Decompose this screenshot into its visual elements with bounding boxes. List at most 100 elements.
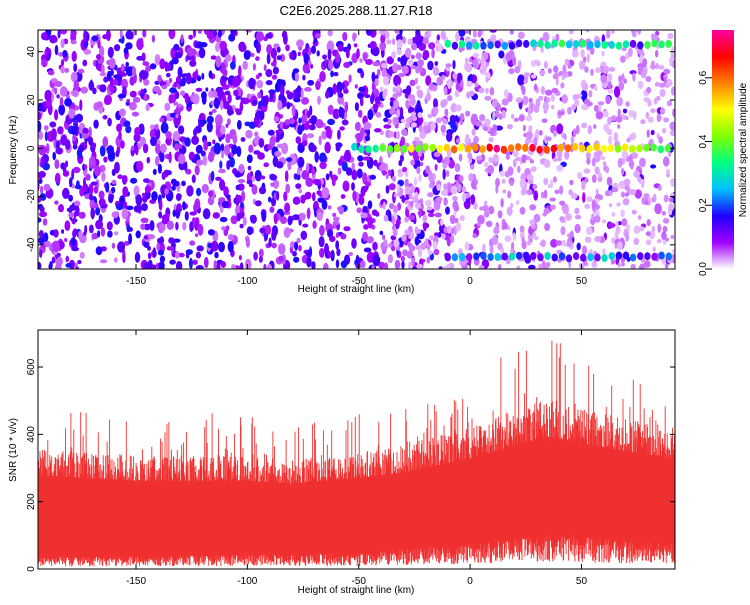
heatmap-cell xyxy=(585,30,590,33)
snr-core xyxy=(238,480,241,554)
heatmap-cell xyxy=(358,86,366,93)
heatmap-cell xyxy=(43,183,51,192)
heatmap-cell xyxy=(225,54,232,62)
heatmap-cell xyxy=(494,40,501,49)
heatmap-cell xyxy=(505,52,512,62)
heatmap-cell xyxy=(345,167,353,176)
heatmap-cell xyxy=(637,41,644,50)
heatmap-cell xyxy=(621,143,629,152)
heatmap-cell xyxy=(91,35,99,42)
heatmap-cell xyxy=(616,241,623,251)
heatmap-cell xyxy=(414,77,418,85)
heatmap-cell xyxy=(396,84,401,93)
heatmap-cell xyxy=(422,214,428,223)
heatmap-cell xyxy=(44,49,48,56)
heatmap-cell xyxy=(395,64,402,71)
heatmap-cell xyxy=(59,30,68,35)
heatmap-cell xyxy=(98,198,106,207)
heatmap-cell xyxy=(665,169,671,175)
heatmap-cell xyxy=(271,230,277,241)
heatmap-cell xyxy=(418,125,424,133)
heatmap-y-tick-label: -20 xyxy=(26,189,37,204)
heatmap-cell xyxy=(138,123,145,132)
heatmap-cell xyxy=(622,108,628,114)
snr-core xyxy=(458,460,461,543)
snr-core xyxy=(65,476,68,556)
snr-core xyxy=(242,480,245,553)
heatmap-cell xyxy=(297,51,301,57)
heatmap-cell xyxy=(661,231,667,240)
snr-core xyxy=(418,469,421,547)
heatmap-cell xyxy=(661,211,666,216)
snr-core xyxy=(370,476,373,552)
snr-core xyxy=(276,482,279,553)
heatmap-cell xyxy=(382,201,386,210)
heatmap-cell xyxy=(341,119,349,126)
heatmap-cell xyxy=(372,241,378,251)
heatmap-cell xyxy=(471,58,479,67)
heatmap-cell xyxy=(64,98,73,107)
heatmap-cell xyxy=(106,221,113,231)
heatmap-cell xyxy=(360,187,366,197)
heatmap-cell xyxy=(185,72,192,85)
heatmap-cell xyxy=(477,222,481,227)
heatmap-cell xyxy=(151,34,155,43)
heatmap-cell xyxy=(351,169,358,181)
heatmap-cell xyxy=(214,251,219,259)
snr-core xyxy=(80,477,84,556)
snr-core xyxy=(508,446,511,538)
heatmap-cell xyxy=(444,108,449,118)
heatmap-cell xyxy=(668,151,672,157)
snr-core xyxy=(324,480,327,553)
heatmap-cell xyxy=(665,252,672,261)
snr-core xyxy=(372,476,375,552)
heatmap-cell xyxy=(442,168,446,180)
heatmap-cell xyxy=(465,133,470,144)
heatmap-cell xyxy=(165,131,172,139)
snr-core xyxy=(494,450,497,539)
snr-core xyxy=(668,457,671,542)
heatmap-cell xyxy=(602,65,606,74)
heatmap-cell xyxy=(530,39,537,48)
heatmap-cell xyxy=(466,80,473,87)
heatmap-y-tick-label: 0 xyxy=(26,145,37,151)
heatmap-cell xyxy=(613,86,621,98)
heatmap-cell xyxy=(582,82,589,91)
heatmap-cell xyxy=(276,143,285,149)
heatmap-cell xyxy=(110,69,114,76)
heatmap-cell xyxy=(392,227,398,237)
heatmap-cell xyxy=(296,85,302,97)
heatmap-cell xyxy=(397,184,401,193)
heatmap-cell xyxy=(292,68,300,74)
snr-x-tick-label: 50 xyxy=(576,576,588,587)
heatmap-cell xyxy=(408,59,414,66)
heatmap-cell xyxy=(487,164,494,175)
snr-core xyxy=(194,480,197,555)
heatmap-cell xyxy=(227,234,235,241)
heatmap-cell xyxy=(365,145,372,154)
heatmap-cell xyxy=(497,242,503,251)
heatmap-cell xyxy=(510,113,515,119)
heatmap-cell xyxy=(668,197,674,203)
heatmap-cell xyxy=(270,47,277,59)
heatmap-cell xyxy=(250,52,255,58)
heatmap-y-tick-label: 20 xyxy=(26,94,37,106)
heatmap-cell xyxy=(284,202,291,213)
heatmap-cell xyxy=(239,101,244,112)
heatmap-cell xyxy=(419,198,424,205)
heatmap-cell xyxy=(595,215,601,223)
heatmap-cell xyxy=(71,218,76,225)
heatmap-cell xyxy=(152,85,161,93)
heatmap-cell xyxy=(595,204,600,210)
heatmap-cell xyxy=(293,97,301,103)
snr-core xyxy=(114,479,118,556)
heatmap-cell xyxy=(195,144,203,154)
heatmap-cell xyxy=(629,188,637,196)
heatmap-cell xyxy=(169,259,176,265)
snr-core xyxy=(550,437,553,532)
heatmap-cell xyxy=(143,223,151,231)
heatmap-cell xyxy=(600,61,607,68)
heatmap-cell xyxy=(409,200,414,208)
heatmap-cell xyxy=(73,79,80,92)
